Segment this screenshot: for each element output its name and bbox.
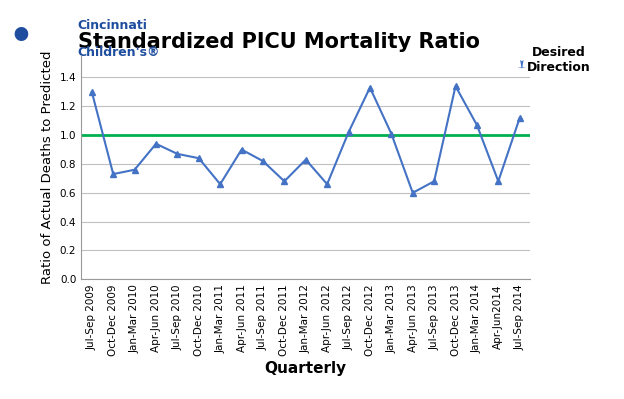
- Prism III: [195, 156, 203, 161]
- Prism III: [281, 179, 288, 184]
- Prism III: [88, 89, 95, 94]
- Prism III: [302, 157, 310, 162]
- Prism III: [409, 190, 416, 195]
- Prism III: [323, 182, 331, 187]
- Prism III: [131, 167, 139, 172]
- Prism III: [109, 172, 117, 176]
- Prism III: [152, 141, 160, 146]
- Goal: [109, 133, 117, 138]
- Prism III: [495, 179, 502, 184]
- Line: Prism III: Prism III: [89, 83, 523, 196]
- Prism III: [345, 130, 353, 134]
- Text: Desired
Direction: Desired Direction: [527, 46, 590, 74]
- Text: •: •: [9, 18, 34, 56]
- Prism III: [431, 179, 438, 184]
- Prism III: [452, 84, 459, 89]
- Prism III: [238, 147, 245, 152]
- Prism III: [366, 85, 374, 90]
- Prism III: [259, 159, 266, 164]
- Text: Cincinnati: Cincinnati: [77, 20, 147, 32]
- Prism III: [516, 115, 524, 120]
- Goal: [88, 133, 95, 138]
- Prism III: [173, 152, 181, 156]
- Y-axis label: Ratio of Actual Deaths to Predicted: Ratio of Actual Deaths to Predicted: [41, 51, 54, 284]
- Title: Standardized PICU Mortality Ratio: Standardized PICU Mortality Ratio: [78, 32, 480, 51]
- X-axis label: Quarterly: Quarterly: [265, 361, 347, 376]
- Prism III: [473, 122, 480, 127]
- Prism III: [388, 131, 395, 136]
- Prism III: [217, 182, 224, 187]
- Text: Children's®: Children's®: [77, 46, 160, 59]
